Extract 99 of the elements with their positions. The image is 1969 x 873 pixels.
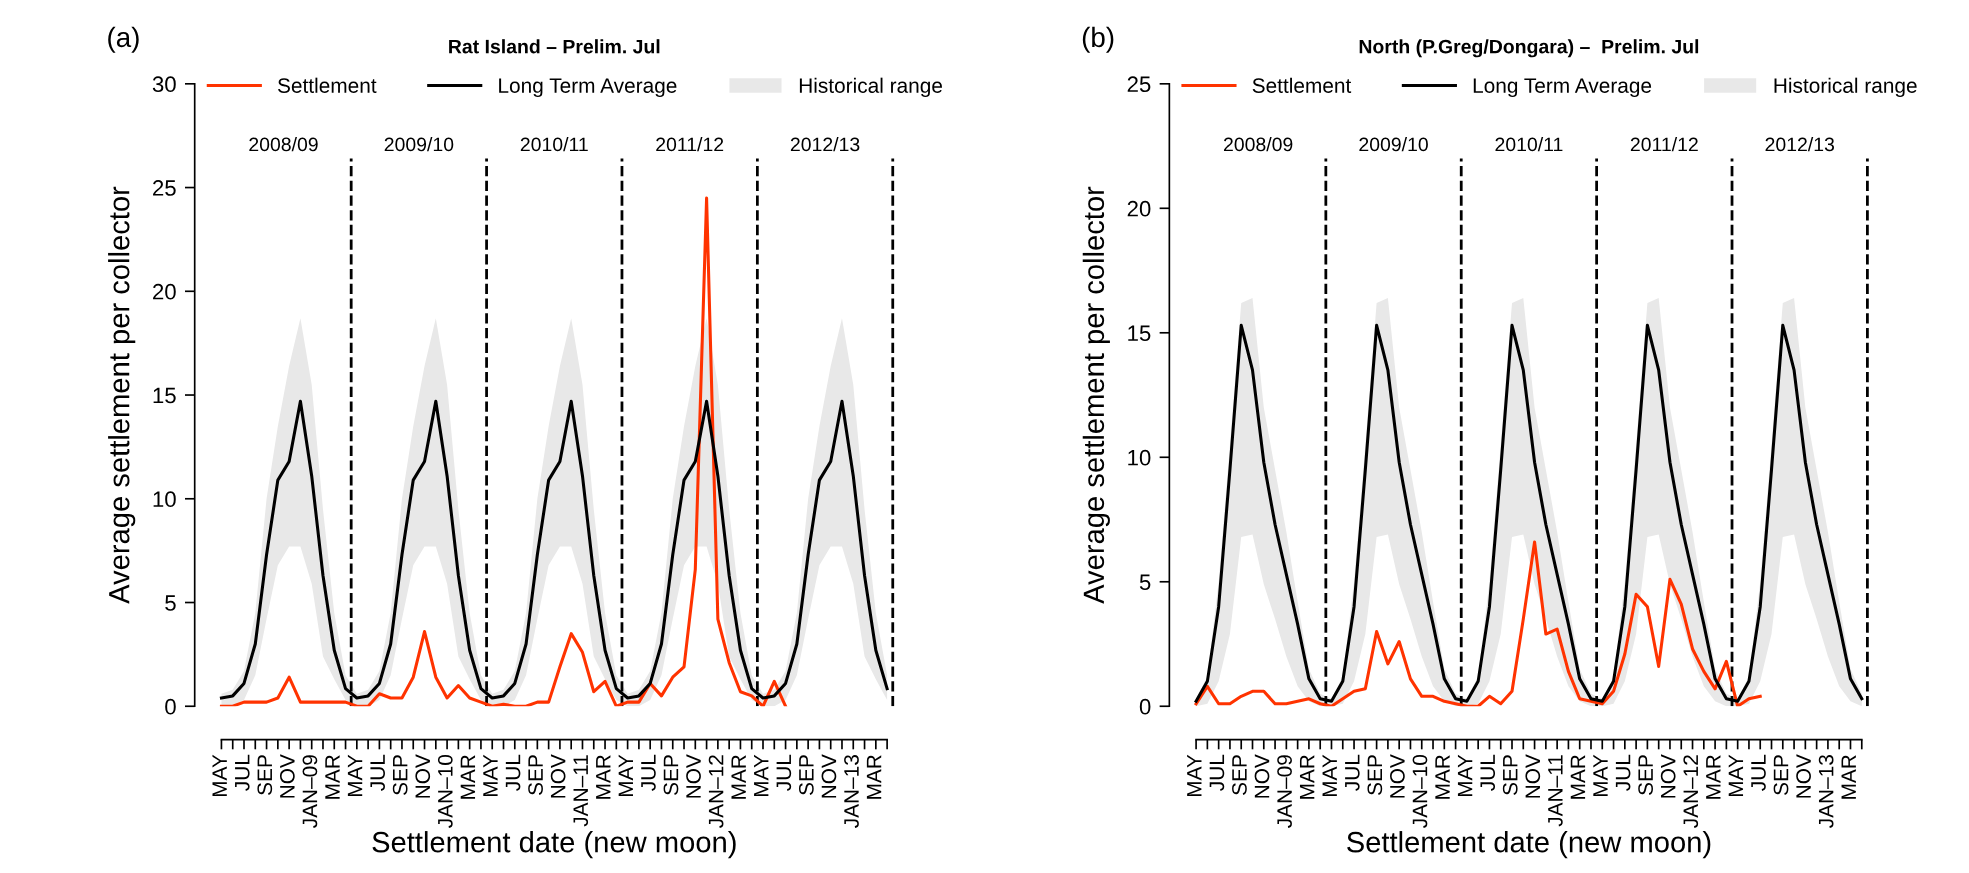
y-tick-label: 0 (165, 698, 176, 715)
x-tick-label: SEP (257, 755, 273, 795)
annotation: 2011/12 (656, 136, 724, 152)
y-tick-label: 15 (1128, 325, 1151, 342)
line-series (1194, 540, 1762, 707)
x-tick-label: MAR (866, 755, 882, 799)
x-tick-label: NOV (1660, 754, 1676, 798)
x-tick-label: JAN–13 (844, 755, 859, 828)
x-tick-label: MAY (1322, 754, 1337, 797)
legend-label: Long Term Average (499, 78, 677, 98)
x-tick-label: JAN–09 (1277, 755, 1292, 828)
y-tick-label: 5 (1139, 574, 1151, 591)
chart-title: Rat Island – Prelim. Jul (449, 39, 660, 54)
x-tick-label: NOV (1254, 754, 1270, 798)
legend-label: Settlement (277, 77, 377, 93)
y-tick-label: 25 (1127, 76, 1151, 93)
x-tick-label: MAR (460, 755, 476, 799)
x-tick-label: JAN–10 (437, 754, 453, 828)
x-axis-title: Settlement date (new moon) (372, 831, 736, 859)
x-tick-label: JAN–13 (1818, 755, 1834, 828)
x-tick-label: NOV (415, 754, 431, 798)
x-tick-label: MAY (1593, 754, 1608, 797)
x-tick-label: SEP (1367, 755, 1383, 795)
y-axis-title: Average settlement per collector (1082, 186, 1110, 604)
x-tick-label: NOV (821, 754, 837, 798)
annotation: 2010/11 (1495, 136, 1563, 152)
x-tick-label: SEP (1232, 755, 1247, 795)
x-tick-label: JUL (1751, 754, 1766, 791)
x-tick-label: JUL (1615, 754, 1631, 791)
x-tick-label: MAR (731, 755, 746, 799)
x-tick-label: MAY (1187, 754, 1202, 797)
annotation: 2012/13 (790, 136, 860, 152)
legend-label: Long Term Average (1473, 78, 1652, 98)
text: (b) (1082, 26, 1114, 53)
x-tick-label: MAY (212, 754, 227, 797)
y-axis-title: Average settlement per collector (108, 186, 136, 604)
x-tick-label: MAY (754, 754, 769, 797)
x-tick-label: MAR (1435, 755, 1450, 799)
y-tick-label: 20 (153, 283, 176, 300)
x-tick-label: JUL (235, 754, 250, 791)
x-tick-label: NOV (1525, 754, 1541, 798)
x-tick-label: JUL (1345, 754, 1360, 791)
x-tick-label: MAY (1728, 754, 1744, 797)
x-tick-label: MAR (1570, 755, 1586, 799)
annotation: 2011/12 (1630, 136, 1698, 152)
x-tick-label: MAR (1841, 755, 1856, 799)
y-tick-label: 10 (1128, 449, 1151, 466)
x-tick-label: SEP (1502, 755, 1518, 795)
y-tick-label: 20 (1127, 200, 1151, 217)
y-tick-label: 0 (1139, 698, 1151, 715)
y-tick-label: 5 (165, 595, 176, 611)
x-tick-label: SEP (1773, 755, 1789, 795)
x-tick-label: JAN–10 (1412, 754, 1428, 828)
x-tick-label: NOV (1390, 754, 1405, 798)
y-tick-label: 10 (153, 491, 176, 508)
legend-label: Settlement (1252, 77, 1352, 93)
x-tick-label: JUL (1480, 754, 1496, 791)
x-tick-label: JUL (641, 754, 656, 791)
x-tick-label: MAY (347, 754, 363, 797)
x-tick-label: MAY (618, 754, 633, 797)
x-tick-label: NOV (279, 754, 295, 798)
x-tick-label: JAN–12 (1683, 755, 1699, 828)
x-tick-label: JAN–09 (302, 755, 318, 828)
x-axis-title: Settlement date (new moon) (1347, 831, 1711, 859)
y-tick-label: 25 (153, 180, 176, 196)
x-tick-label: MAR (1299, 755, 1315, 799)
x-tick-label: JAN–11 (1548, 755, 1563, 827)
legend-label: Historical range (799, 77, 942, 98)
annotation: 2008/09 (1223, 136, 1293, 152)
chart-title: North (P.Greg/Dongara) – Prelim. Jul (1359, 39, 1699, 58)
x-tick-label: JAN–12 (708, 755, 724, 828)
x-tick-label: SEP (392, 755, 408, 795)
x-tick-label: MAR (596, 755, 611, 799)
x-tick-label: MAY (483, 754, 498, 797)
x-tick-label: MAR (325, 755, 340, 799)
x-tick-label: SEP (798, 755, 814, 795)
annotation: 2008/09 (249, 136, 318, 152)
x-tick-label: NOV (1796, 754, 1811, 798)
annotation: 2012/13 (1765, 136, 1835, 152)
x-tick-label: JAN–11 (573, 755, 589, 827)
legend-label: Historical range (1774, 77, 1917, 98)
x-tick-label: MAY (1457, 754, 1473, 797)
annotation: 2009/10 (384, 136, 454, 152)
x-tick-label: JUL (1209, 754, 1225, 791)
x-tick-label: JUL (370, 754, 385, 791)
annotation: 2009/10 (1359, 136, 1428, 152)
y-tick-label: 15 (153, 387, 176, 404)
x-tick-label: NOV (550, 754, 566, 798)
x-tick-label: JUL (505, 754, 521, 791)
line-series (219, 196, 788, 707)
annotation: 2010/11 (520, 136, 588, 152)
y-tick-label: 30 (152, 76, 176, 93)
x-tick-label: SEP (663, 755, 679, 795)
x-tick-label: JUL (776, 754, 792, 791)
x-tick-label: MAR (1706, 755, 1721, 799)
x-tick-label: SEP (528, 755, 543, 795)
text: (a) (108, 26, 139, 53)
x-tick-label: SEP (1638, 755, 1653, 795)
x-tick-label: NOV (686, 754, 701, 798)
